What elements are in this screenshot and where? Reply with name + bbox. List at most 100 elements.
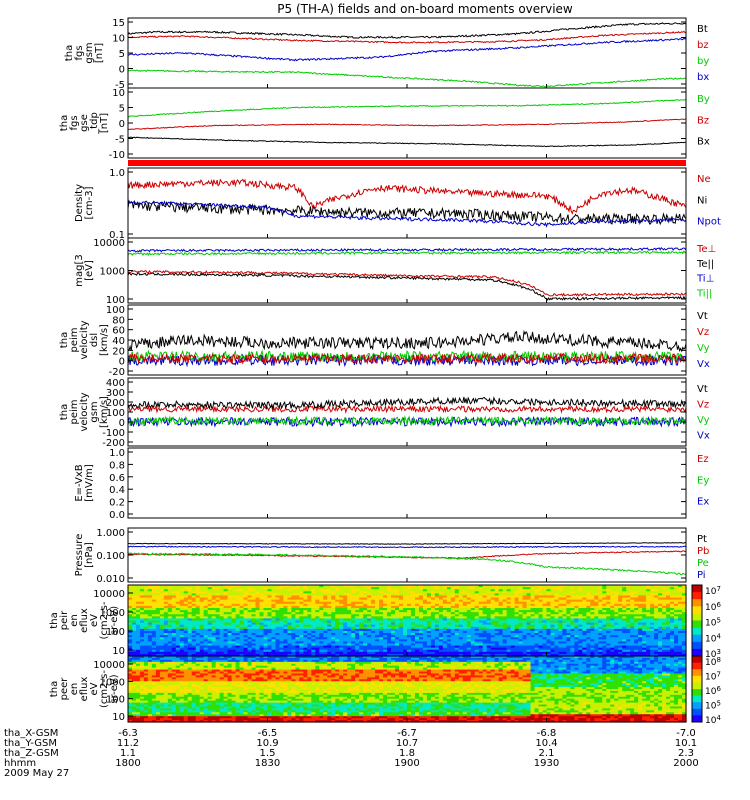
spectrogram-cell [299, 624, 304, 628]
spectrogram-cell [131, 624, 137, 628]
spectrogram-cell [562, 589, 568, 592]
spectrogram-cell [554, 614, 560, 617]
spectrogram-cell [454, 597, 460, 601]
spectrogram-cell [175, 616, 181, 620]
spectrogram-cell [442, 653, 448, 657]
spectrogram-cell [259, 599, 265, 603]
spectrogram-cell [231, 591, 237, 594]
spectrogram-cell [514, 620, 520, 624]
spectrogram-cell [315, 624, 320, 628]
spectrogram-cell [510, 614, 516, 617]
spectrogram-cell [215, 599, 221, 603]
spectrogram-cell [179, 643, 185, 647]
spectrogram-cell [179, 637, 185, 640]
spectrogram-cell [151, 624, 157, 628]
spectrogram-cell [267, 612, 273, 615]
spectrogram-cell [494, 587, 500, 590]
spectrogram-cell [602, 616, 607, 620]
spectrogram-cell [498, 587, 504, 590]
spectrogram-cell [347, 624, 352, 628]
spectrogram-cell [207, 587, 213, 590]
spectrogram-cell [546, 603, 552, 607]
spectrogram-cell [267, 587, 273, 590]
spectrogram-cell [482, 605, 488, 609]
spectrogram-cell [375, 645, 380, 649]
spectrogram-cell [614, 618, 619, 622]
spectrogram-cell [514, 607, 520, 611]
spectrogram-cell [570, 599, 575, 603]
spectrogram-cell [275, 612, 281, 615]
spectrogram-cell [163, 612, 169, 615]
spectrogram-cell [626, 624, 631, 628]
spectrogram-cell [303, 616, 308, 620]
spectrogram-cell [550, 591, 556, 594]
spectrogram-cell [674, 651, 679, 655]
spectrogram-cell [502, 630, 508, 634]
spectrogram-cell [375, 616, 380, 620]
spectrogram-cell [450, 595, 456, 599]
spectrogram-cell [383, 618, 388, 622]
spectrogram-cell [474, 645, 480, 649]
spectrogram-cell [606, 649, 611, 653]
spectrogram-cell [219, 585, 225, 588]
spectrogram-cell [474, 599, 480, 603]
spectrogram-cell [562, 595, 568, 599]
spectrogram-cell [434, 624, 440, 628]
spectrogram-cell [446, 641, 452, 645]
spectrogram-cell [658, 601, 663, 605]
spectrogram-cell [311, 645, 316, 649]
spectrogram-cell [343, 612, 348, 615]
spectrogram-cell [403, 591, 408, 594]
spectrogram-cell [279, 591, 285, 594]
spectrogram-cell [594, 628, 599, 632]
spectrogram-cell [163, 610, 169, 613]
y-tick-label: 300 [106, 388, 125, 399]
spectrogram-cell [650, 624, 655, 628]
spectrogram-cell [143, 628, 149, 632]
spectrogram-cell [219, 591, 225, 594]
spectrogram-cell [546, 601, 552, 605]
spectrogram-cell [311, 587, 316, 590]
spectrogram-cell [586, 620, 591, 624]
spectrogram-cell [438, 620, 444, 624]
spectrogram-cell [295, 622, 300, 626]
spectrogram-cell [295, 603, 300, 607]
spectrogram-cell [383, 653, 388, 657]
spectrogram-cell [618, 633, 623, 636]
spectrogram-cell [395, 612, 400, 615]
spectrogram-cell [526, 614, 532, 617]
spectrogram-cell [498, 653, 504, 657]
spectrogram-cell [231, 649, 237, 653]
spectrogram-cell [299, 628, 304, 632]
spectrogram-cell [494, 593, 500, 597]
spectrogram-cell [183, 618, 189, 622]
spectrogram-cell [574, 616, 579, 620]
spectrogram-cell [235, 653, 241, 657]
spectrogram-cell [610, 626, 615, 630]
spectrogram-cell [466, 587, 472, 590]
spectrogram-cell [542, 624, 548, 628]
spectrogram-cell [335, 637, 340, 640]
spectrogram-cell [566, 630, 572, 634]
spectrogram-cell [422, 612, 428, 615]
series-line-Bt [127, 22, 687, 39]
spectrogram-cell [399, 603, 404, 607]
spectrogram-cell [403, 628, 408, 632]
spectrogram-cell [128, 612, 133, 615]
spectrogram-cell [327, 645, 332, 649]
spectrogram-cell [550, 643, 556, 647]
spectrogram-cell [534, 612, 540, 615]
spectrogram-cell [367, 633, 372, 636]
spectrogram-cell [187, 637, 193, 640]
spectrogram-cell [590, 630, 595, 634]
spectrogram-cell [574, 620, 579, 624]
series-line-Pi [127, 545, 687, 549]
spectrogram-cell [287, 620, 293, 624]
spectrogram-cell [359, 593, 364, 597]
spectrogram-cell [586, 595, 591, 599]
spectrogram-cell [239, 645, 245, 649]
spectrogram-cell [630, 628, 635, 632]
spectrogram-cell [279, 595, 285, 599]
spectrogram-cell [187, 653, 193, 657]
spectrogram-cell [666, 612, 671, 615]
